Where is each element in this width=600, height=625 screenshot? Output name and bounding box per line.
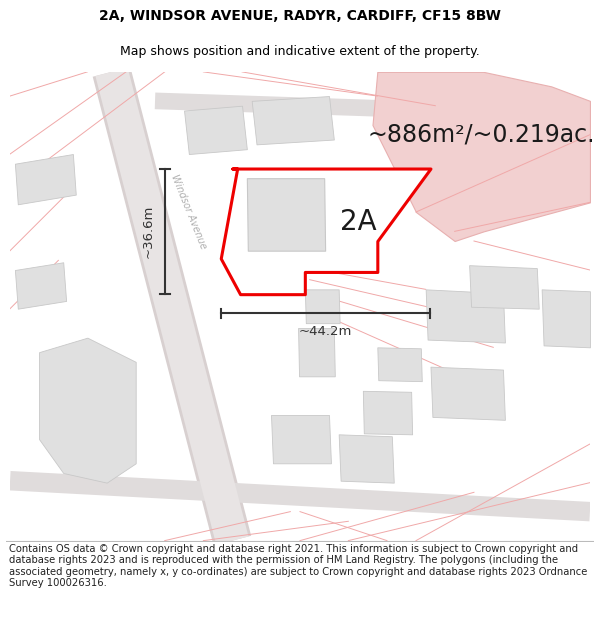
Text: 2A, WINDSOR AVENUE, RADYR, CARDIFF, CF15 8BW: 2A, WINDSOR AVENUE, RADYR, CARDIFF, CF15… bbox=[99, 9, 501, 22]
Text: Map shows position and indicative extent of the property.: Map shows position and indicative extent… bbox=[120, 45, 480, 58]
Text: ~36.6m: ~36.6m bbox=[142, 204, 155, 258]
Text: Contains OS data © Crown copyright and database right 2021. This information is : Contains OS data © Crown copyright and d… bbox=[9, 544, 587, 588]
Text: Windsor Avenue: Windsor Avenue bbox=[169, 173, 208, 251]
Text: 2A: 2A bbox=[340, 208, 376, 236]
Text: ~44.2m: ~44.2m bbox=[299, 325, 352, 338]
Text: ~886m²/~0.219ac.: ~886m²/~0.219ac. bbox=[368, 122, 595, 147]
